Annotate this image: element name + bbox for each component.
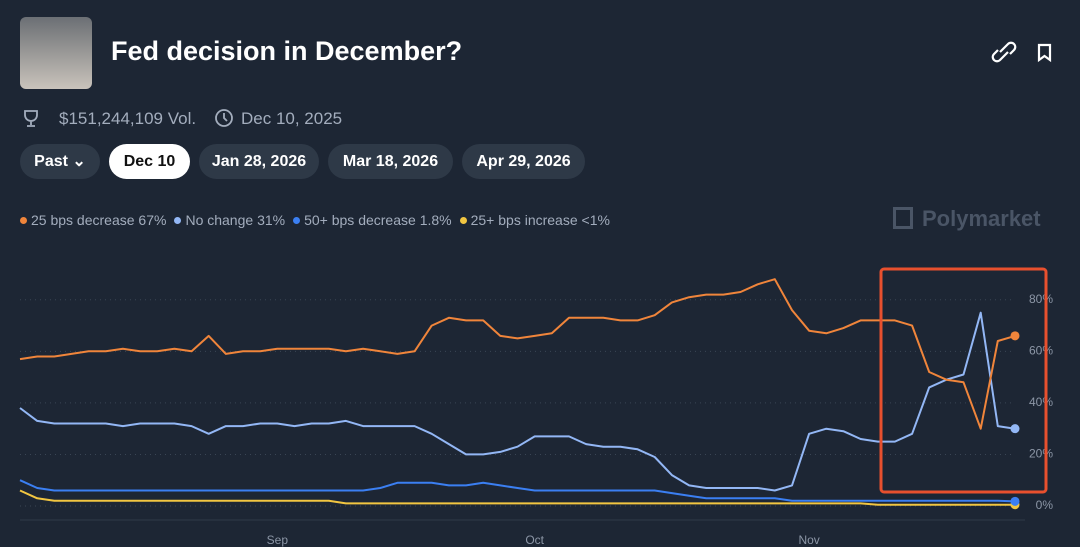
brand-name: Polymarket (922, 206, 1041, 231)
y-tick-label: 20% (1029, 447, 1053, 461)
avatar (20, 17, 92, 89)
legend-item[interactable]: 25+ bps increase <1% (459, 212, 610, 228)
legend: 25 bps decrease 67% No change 31% 50+ bps … (20, 212, 618, 228)
tab[interactable]: Mar 18, 2026 (328, 144, 453, 179)
tab[interactable]: Jan 28, 2026 (199, 144, 319, 179)
y-tick-label: 60% (1029, 344, 1053, 358)
end-dot (1010, 496, 1020, 506)
legend-name: 25 bps decrease (31, 212, 135, 228)
x-tick-label: Oct (525, 533, 544, 547)
legend-dot (174, 217, 182, 224)
legend-value: 31% (257, 212, 286, 228)
legend-dot (459, 217, 467, 224)
legend-item[interactable]: 50+ bps decrease 1.8% (293, 212, 452, 228)
legend-value: 1.8% (419, 212, 452, 228)
legend-name: 50+ bps decrease (304, 212, 416, 228)
legend-name: No change (185, 212, 254, 228)
tab[interactable]: Apr 29, 2026 (462, 144, 585, 179)
brand: Polymarket (893, 206, 1041, 232)
legend-item[interactable]: No change 31% (174, 212, 285, 228)
y-tick-label: 0% (1036, 498, 1054, 512)
title: Fed decision in December? (111, 36, 463, 66)
volume: $151,244,109 Vol. (59, 109, 197, 128)
tab[interactable]: Past ⌄ (20, 144, 100, 179)
highlight-box (879, 267, 1048, 494)
end-dot (1010, 331, 1020, 341)
series-line (19, 311, 1016, 492)
legend-value: <1% (581, 212, 610, 228)
tab[interactable]: Dec 10 (109, 144, 190, 179)
x-tick-label: Nov (798, 533, 819, 547)
date: Dec 10, 2025 (241, 109, 343, 128)
legend-value: 67% (138, 212, 167, 228)
legend-item[interactable]: 25 bps decrease 67% (20, 212, 166, 228)
legend-dot (20, 217, 27, 224)
series-line (19, 479, 1016, 503)
x-tick-label: Sep (267, 533, 289, 547)
y-tick-label: 40% (1029, 395, 1053, 409)
legend-dot (293, 217, 301, 224)
legend-name: 25+ bps increase (470, 212, 578, 228)
series-line (19, 278, 1016, 430)
tab-label[interactable]: Past (34, 153, 68, 170)
y-tick-label: 80% (1029, 292, 1053, 306)
series-line (19, 489, 1015, 506)
end-dot (1010, 424, 1020, 434)
